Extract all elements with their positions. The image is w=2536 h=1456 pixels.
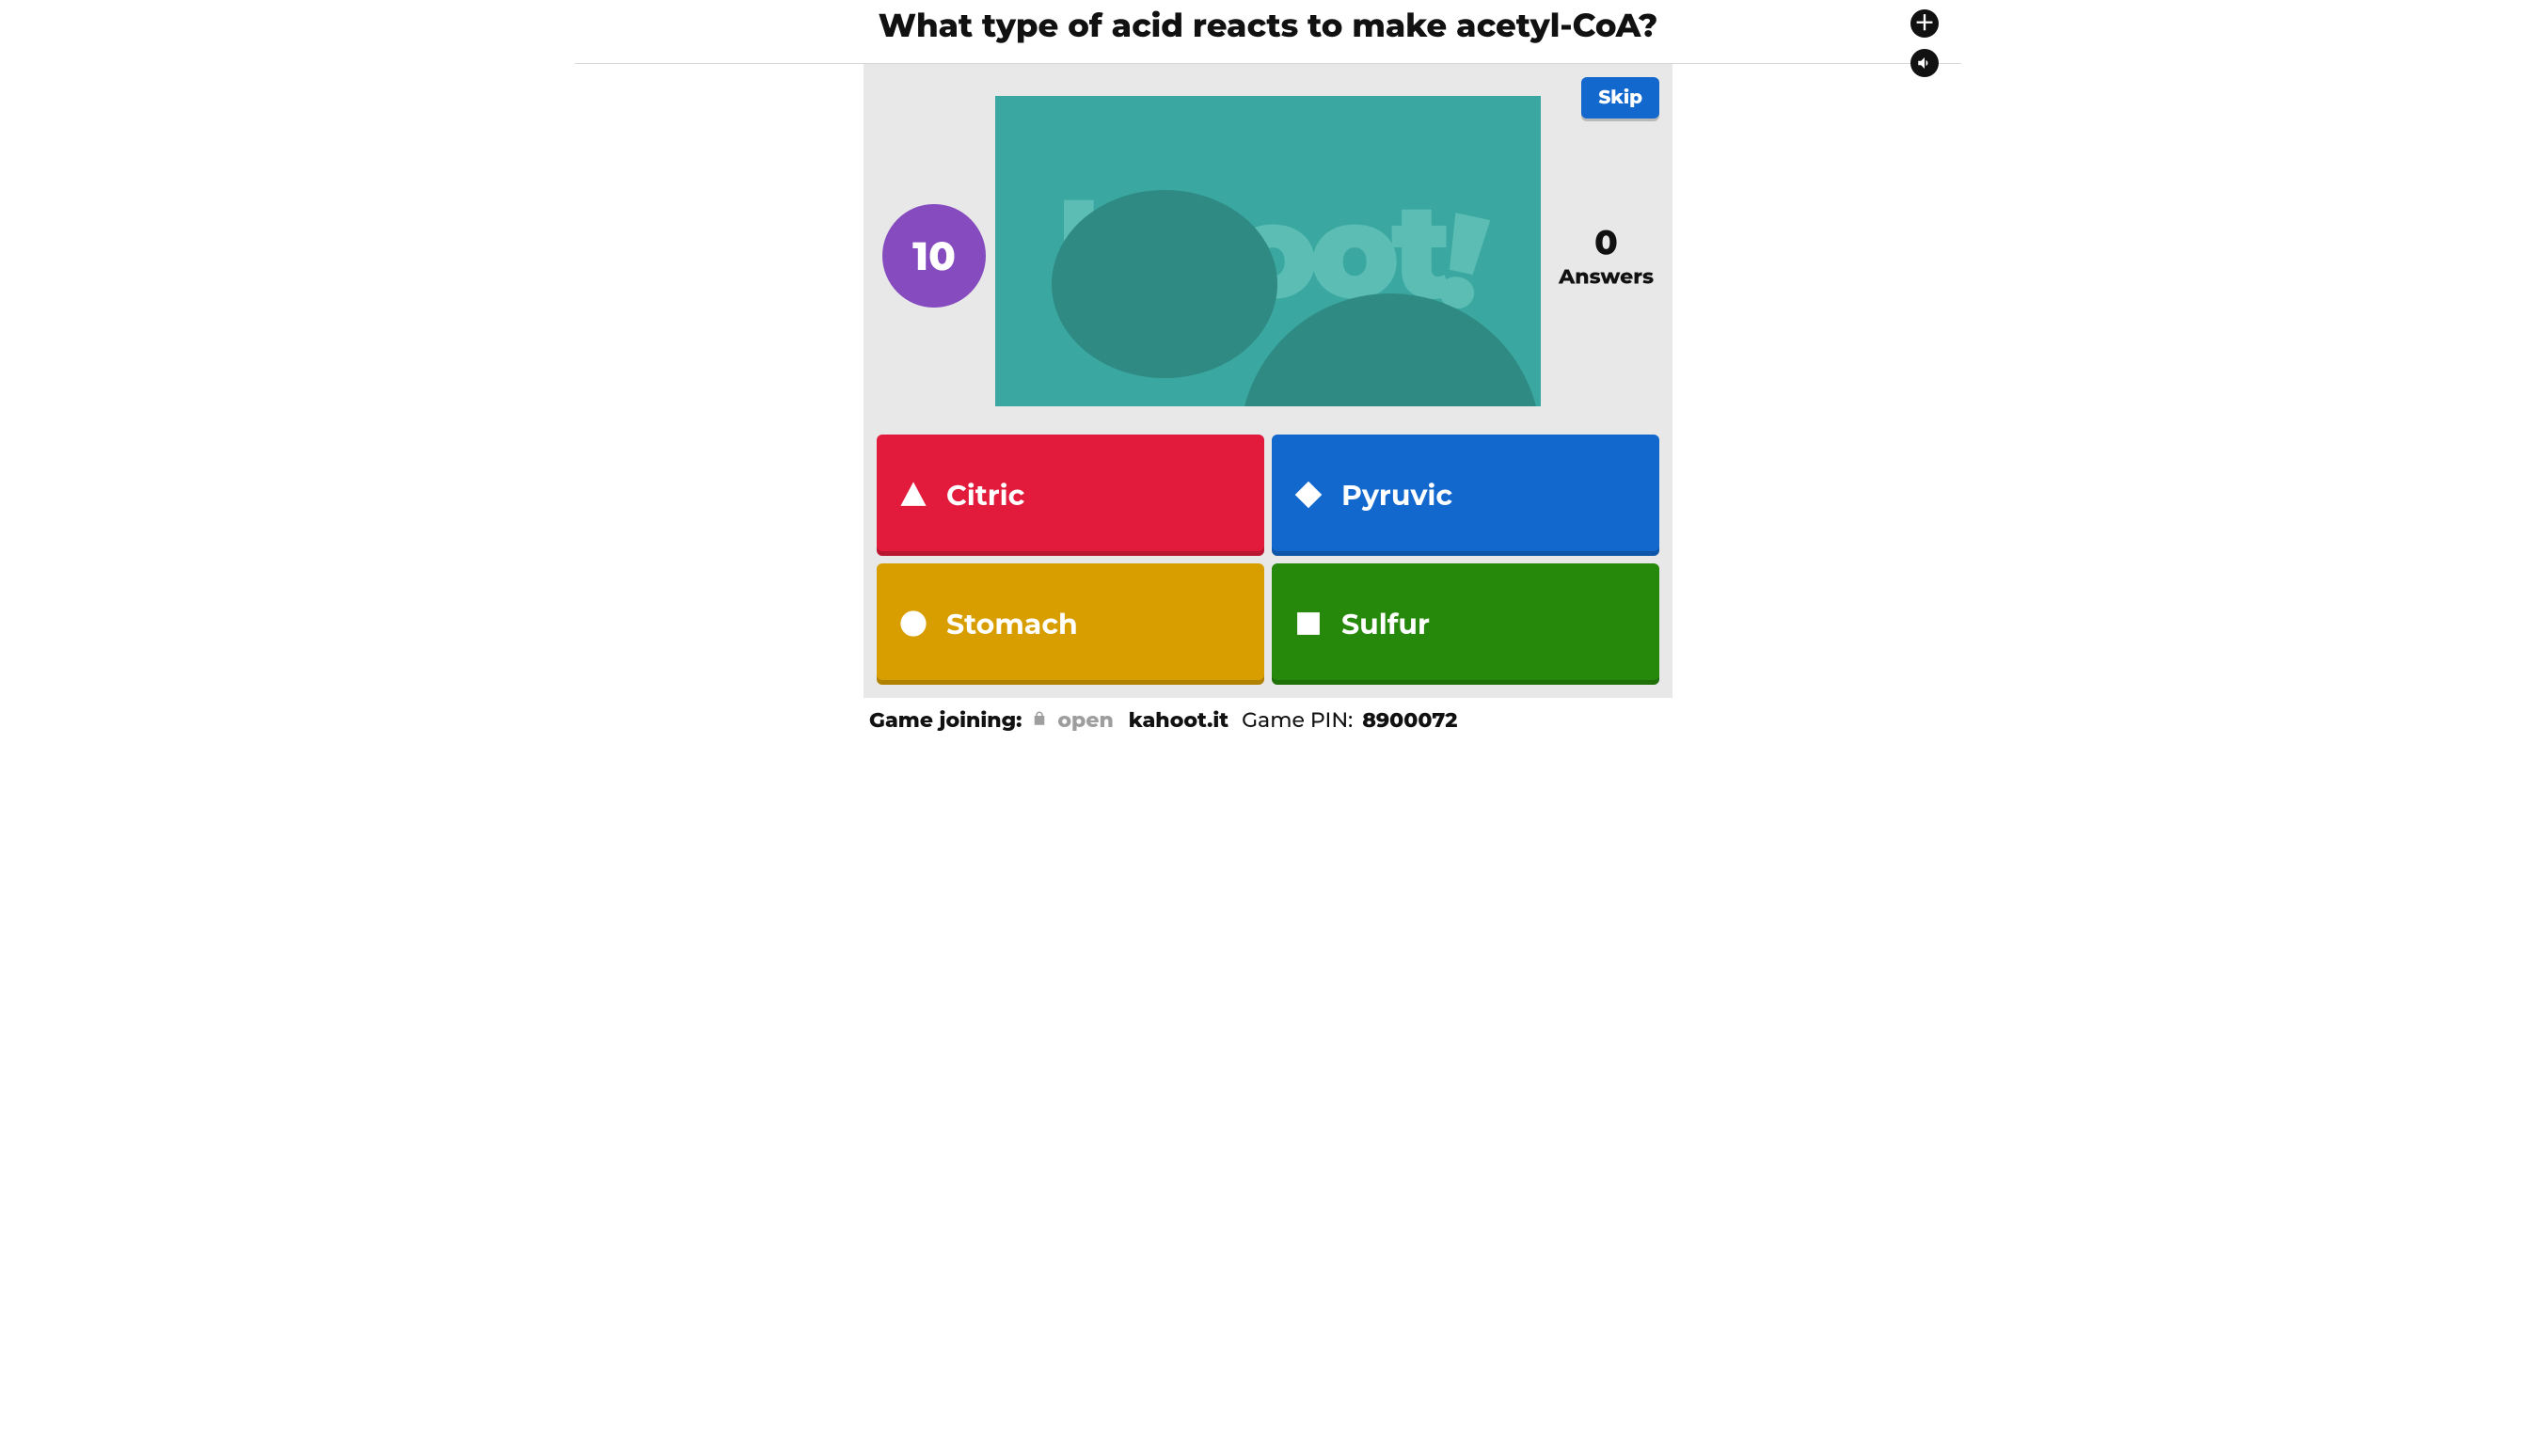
joining-label: Game joining: [869, 707, 1022, 733]
answer-option-2[interactable]: Stomach [877, 563, 1264, 685]
triangle-icon [897, 479, 929, 511]
media-row: Skip 10 khoot! 0 Answers [877, 77, 1659, 435]
skip-button[interactable]: Skip [1581, 77, 1659, 119]
header-controls: ＋ [1910, 9, 1939, 77]
page: What type of acid reacts to make acetyl-… [575, 0, 1961, 748]
answer-label: Citric [946, 478, 1024, 513]
footer-bar: Game joining: open kahoot.it Game PIN: 8… [864, 698, 1672, 748]
diamond-icon [1292, 479, 1324, 511]
answer-label: Sulfur [1341, 607, 1430, 641]
question-header: What type of acid reacts to make acetyl-… [575, 0, 1961, 64]
pin-value: 8900072 [1362, 707, 1457, 733]
fullscreen-button[interactable]: ＋ [1910, 9, 1939, 38]
circle-icon [897, 608, 929, 640]
sound-button[interactable] [1910, 49, 1939, 77]
answer-label: Stomach [946, 607, 1078, 641]
lock-icon [1031, 707, 1048, 733]
answer-option-0[interactable]: Citric [877, 435, 1264, 556]
answer-option-3[interactable]: Sulfur [1272, 563, 1659, 685]
plus-icon: ＋ [1914, 13, 1935, 34]
answer-grid: Citric Pyruvic Stomach Sulfur [877, 435, 1659, 698]
volume-icon [1916, 55, 1933, 71]
question-text: What type of acid reacts to make acetyl-… [594, 6, 1942, 46]
joining-status: open [1057, 707, 1113, 733]
game-area: Skip 10 khoot! 0 Answers Citric [864, 64, 1672, 698]
answers-count-value: 0 [1559, 222, 1654, 263]
answer-option-1[interactable]: Pyruvic [1272, 435, 1659, 556]
answer-label: Pyruvic [1341, 478, 1452, 513]
answers-count-label: Answers [1559, 263, 1654, 289]
square-icon [1292, 608, 1324, 640]
countdown-timer: 10 [882, 204, 986, 308]
answers-counter: 0 Answers [1559, 222, 1654, 289]
media-shape-1 [1052, 190, 1277, 378]
question-media: khoot! [995, 96, 1541, 406]
pin-label: Game PIN: [1242, 707, 1353, 733]
join-site: kahoot.it [1129, 707, 1228, 733]
timer-value: 10 [912, 231, 956, 280]
